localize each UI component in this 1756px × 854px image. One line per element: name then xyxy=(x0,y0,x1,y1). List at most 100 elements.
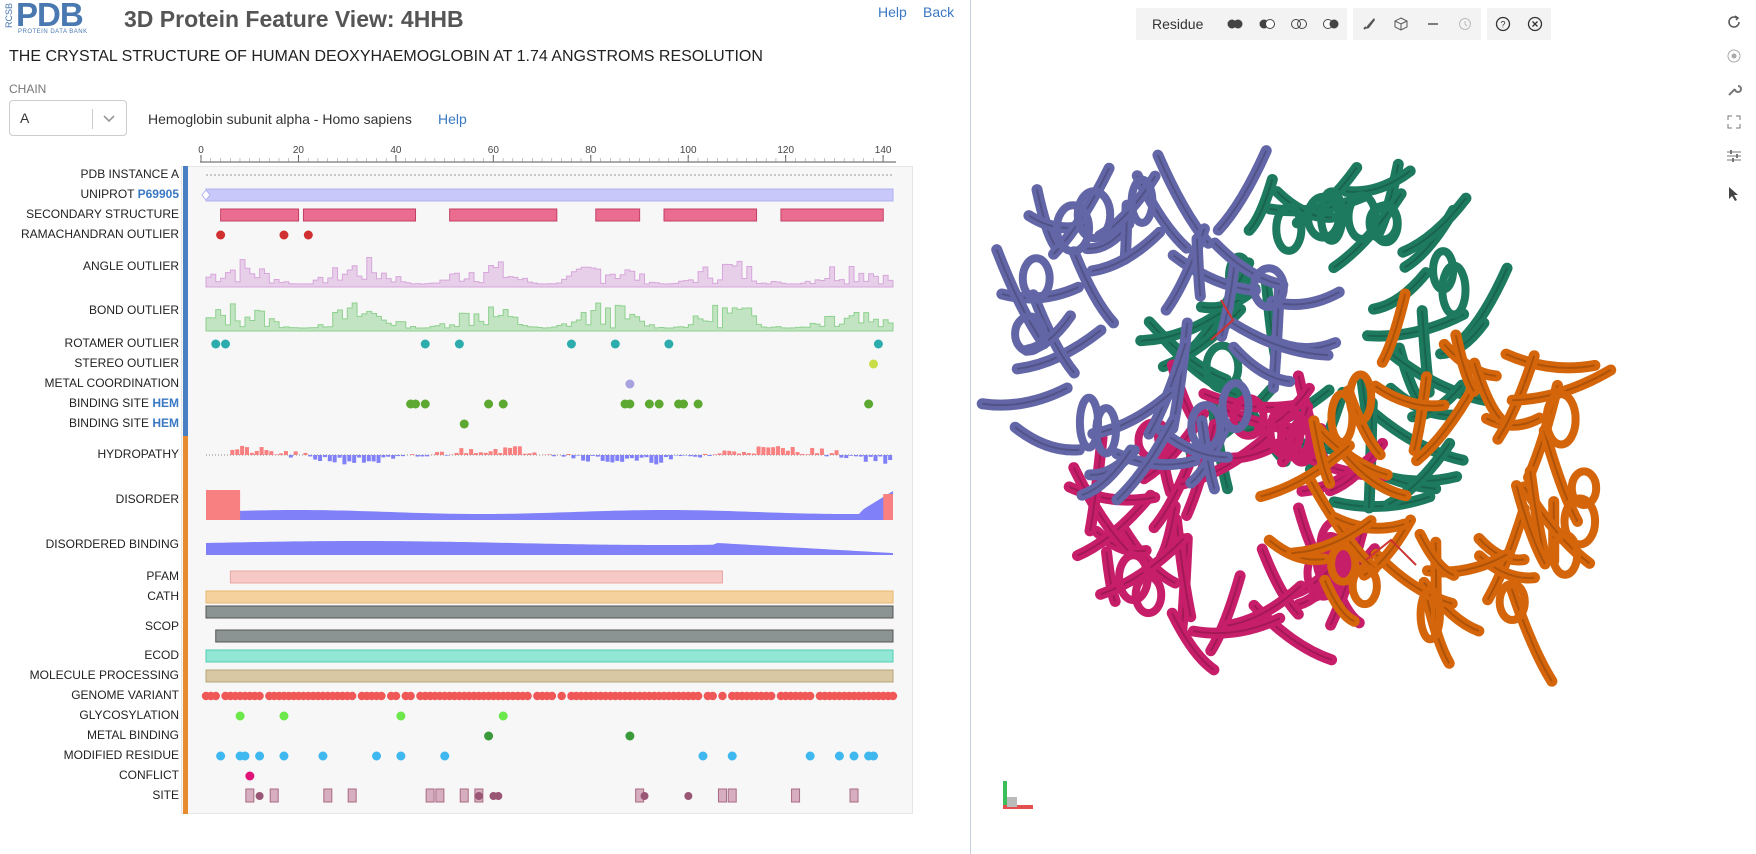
ribbon-shade xyxy=(995,249,1045,345)
minus-icon[interactable] xyxy=(1417,8,1449,40)
ribbon-shade xyxy=(1329,442,1384,492)
helix-ribbon xyxy=(1087,386,1178,440)
helix-coil xyxy=(1272,202,1306,255)
ball-stick-icon[interactable] xyxy=(1219,8,1251,40)
hydropathy-bar xyxy=(795,452,800,455)
help-icon[interactable]: ? xyxy=(1487,8,1519,40)
helix-coil xyxy=(1115,551,1152,605)
reset-icon[interactable] xyxy=(1720,8,1748,36)
helix-ribbon xyxy=(1094,170,1161,242)
ribbon-shade xyxy=(1367,469,1457,483)
surface-icon[interactable] xyxy=(1315,8,1347,40)
scop-domain xyxy=(205,605,894,619)
ribbon-shade xyxy=(1026,315,1072,352)
helix-ribbon xyxy=(1416,305,1435,398)
site-point xyxy=(474,792,483,800)
track-label-text: METAL COORDINATION xyxy=(44,376,179,390)
settings-icon[interactable] xyxy=(1720,42,1748,70)
hydropathy-bar xyxy=(883,455,888,464)
back-link[interactable]: Back xyxy=(923,4,955,20)
helix-ribbon xyxy=(1167,317,1193,434)
wrench-icon[interactable] xyxy=(1720,76,1748,104)
ribbon-shade xyxy=(1415,384,1476,462)
helix-ribbon xyxy=(1340,450,1412,502)
ribbon-shade xyxy=(1136,175,1188,249)
hydropathy-bar xyxy=(274,454,279,455)
bond-outlier-profile xyxy=(205,302,894,332)
track-label: GENOME VARIANT xyxy=(71,688,179,702)
cube-icon[interactable] xyxy=(1385,8,1417,40)
track-label: ANGLE OUTLIER xyxy=(83,259,179,273)
helix-ribbon xyxy=(1084,432,1108,537)
stereo-point xyxy=(869,359,879,369)
hydropathy-bar xyxy=(727,450,732,455)
ribbon-shade xyxy=(1171,364,1200,427)
helix-ribbon xyxy=(1111,414,1180,506)
ribbon-shade xyxy=(1171,612,1215,671)
ribbon-shade xyxy=(1404,209,1455,269)
ribbon-shade xyxy=(1367,313,1465,338)
molstar-viewer[interactable]: Residue ? xyxy=(971,0,1756,854)
hydropathy-bar xyxy=(386,455,391,457)
track-accession-link[interactable]: HEM xyxy=(152,396,179,410)
track-label-text: SECONDARY STRUCTURE xyxy=(26,207,179,221)
track-label: RAMACHANDRAN OUTLIER xyxy=(21,227,179,241)
track-accession-link[interactable]: P69905 xyxy=(137,187,179,201)
chain-b-ribbon xyxy=(1063,359,1392,676)
track-label: ROTAMER OUTLIER xyxy=(65,336,179,350)
axis-tick-label: 140 xyxy=(875,145,892,156)
track-label: METAL COORDINATION xyxy=(45,376,179,390)
binding-site-point xyxy=(498,399,508,409)
hydropathy-bar xyxy=(376,455,381,463)
helix-coil xyxy=(1317,187,1347,245)
genome-variant-point xyxy=(708,691,717,701)
helix-ribbon xyxy=(1267,278,1286,394)
ribbon-shade xyxy=(1377,164,1400,233)
hydropathy-bar xyxy=(435,452,439,455)
genome-variant-point xyxy=(347,691,357,701)
hydropathy-bar xyxy=(547,454,552,455)
helix-coil xyxy=(1369,200,1402,247)
helix-segment xyxy=(220,208,300,222)
history-icon[interactable] xyxy=(1449,8,1481,40)
hydropathy-bar xyxy=(756,446,761,455)
pointer-icon[interactable] xyxy=(1720,180,1748,208)
close-icon[interactable] xyxy=(1519,8,1551,40)
chain-help-link[interactable]: Help xyxy=(438,111,467,127)
expand-icon[interactable] xyxy=(1720,108,1748,136)
ribbon-shade xyxy=(1148,343,1187,435)
modified-residue-point xyxy=(318,751,328,761)
hydropathy-bar xyxy=(381,455,386,458)
ribbon-shade xyxy=(1231,322,1329,357)
glycosylation-point xyxy=(279,711,289,721)
hydropathy-bar xyxy=(620,455,625,462)
helix-ribbon xyxy=(1327,574,1365,629)
cartoon-icon[interactable] xyxy=(1283,8,1315,40)
hydropathy-bar xyxy=(819,448,824,455)
panel-divider[interactable] xyxy=(970,0,971,854)
helix-ribbon xyxy=(1457,262,1513,346)
rcsb-pdb-logo[interactable]: RCSB PDB PROTEIN DATA BANK xyxy=(4,0,116,36)
paint-icon[interactable] xyxy=(1353,8,1385,40)
helix-coil xyxy=(1218,379,1253,434)
site-point xyxy=(494,792,503,800)
hydropathy-bar xyxy=(649,455,654,463)
hydropathy-bar xyxy=(459,448,464,455)
helix-coil xyxy=(1073,187,1115,243)
chain-select[interactable]: A xyxy=(9,100,127,136)
hydropathy-bar xyxy=(352,455,357,463)
ribbon-shade xyxy=(1116,452,1196,466)
track-label: BINDING SITE HEM xyxy=(69,396,179,410)
axes-orientation-icon xyxy=(1003,781,1033,809)
hydropathy-bar xyxy=(761,447,766,455)
track-label-text: METAL BINDING xyxy=(86,728,179,742)
spacefill-icon[interactable] xyxy=(1251,8,1283,40)
helix-ribbon xyxy=(1281,551,1348,601)
help-link[interactable]: Help xyxy=(878,4,907,20)
track-accession-link[interactable]: HEM xyxy=(152,416,179,430)
sliders-icon[interactable] xyxy=(1720,142,1748,170)
ribbon-shade xyxy=(1268,539,1325,561)
genome-variant-point xyxy=(377,691,386,701)
selection-mode-button[interactable]: Residue xyxy=(1152,16,1204,32)
helix-ribbon xyxy=(1480,412,1545,431)
